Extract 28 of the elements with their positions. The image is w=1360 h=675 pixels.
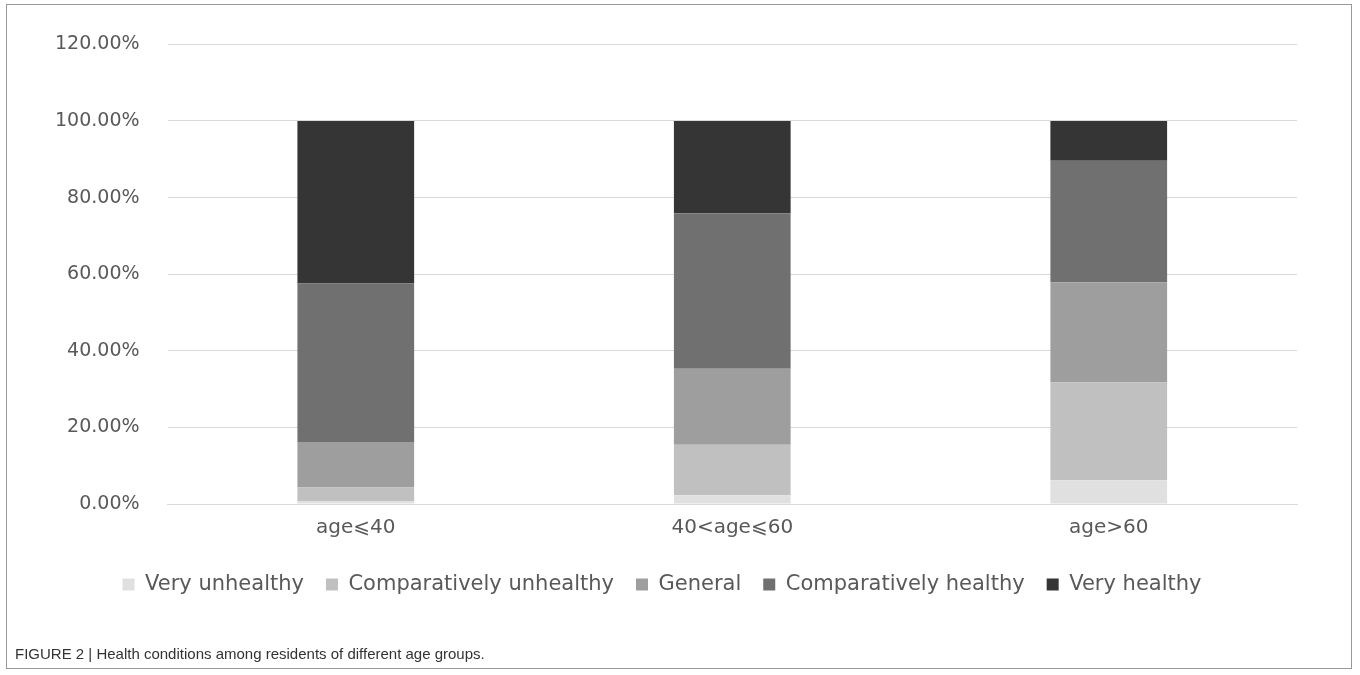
y-tick-label: 100.00% xyxy=(54,107,140,130)
y-tick-label: 120.00% xyxy=(54,31,140,54)
bar xyxy=(1050,160,1168,283)
bar xyxy=(297,283,415,442)
x-tick-label: age⩽40 xyxy=(316,514,396,539)
bar xyxy=(673,213,791,369)
y-tick-label: 40.00% xyxy=(67,337,140,360)
legend-label: Comparatively unhealthy xyxy=(348,570,614,595)
bar xyxy=(1050,121,1168,161)
bar xyxy=(673,444,791,496)
caption: FIGURE 2 | Health conditions among residents of different age groups. xyxy=(15,645,485,662)
x-tick-label: age>60 xyxy=(1069,514,1149,539)
legend-label: General xyxy=(658,570,742,595)
y-tick-label: 80.00% xyxy=(67,184,140,207)
y-tick-label: 60.00% xyxy=(67,261,140,284)
bar xyxy=(297,487,415,501)
legend-label: Very unhealthy xyxy=(145,570,304,595)
y-tick-label: 0.00% xyxy=(79,490,140,513)
bar xyxy=(673,368,791,445)
bar xyxy=(1050,282,1168,383)
legend-label: Very healthy xyxy=(1069,570,1202,595)
y-tick-label: 20.00% xyxy=(67,414,140,437)
x-tick-label: 40<age⩽60 xyxy=(671,514,794,539)
bar xyxy=(297,121,415,284)
legend-label: Comparatively healthy xyxy=(785,570,1025,595)
bar xyxy=(1050,382,1168,481)
bar xyxy=(297,441,415,488)
bar xyxy=(673,121,791,214)
